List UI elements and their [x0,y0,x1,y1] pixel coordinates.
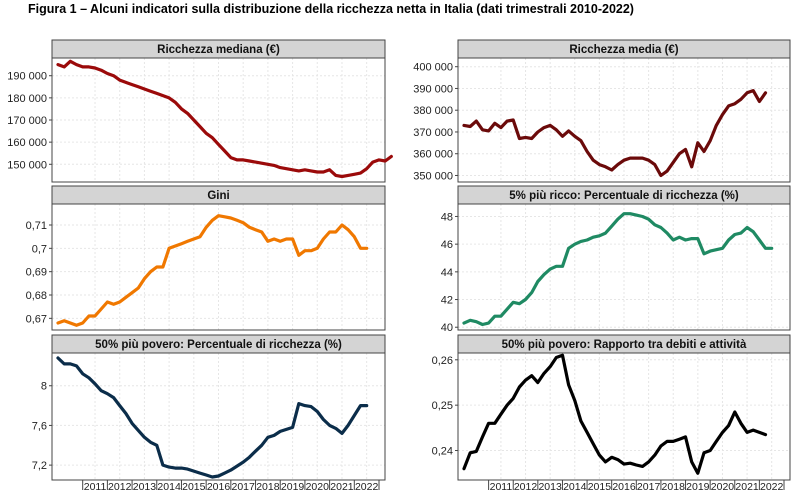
figure-title: Figura 1 – Alcuni indicatori sulla distr… [28,2,634,16]
x-tick-label: 2017 [637,481,661,493]
plot-border [51,352,386,481]
panel-gini: Gini 0,67 0,68 0,69 0,7 0,71 [26,185,386,331]
y-tick-label: 44 [441,267,453,279]
plot-area [52,204,385,330]
y-tick-label: 42 [441,295,453,307]
y-tick-label: 360 000 [413,149,453,161]
panel-5-piu-ricco-percentuale-di-ricchezza: 5% più ricco: Percentuale di ricchezza (… [441,185,791,334]
series-line [462,212,774,327]
series-line [56,214,369,327]
y-tick-label: 370 000 [413,127,453,139]
panel-50-piu-povero-percentuale-di-ricchezza: 50% più povero: Percentuale di ricchezza… [32,334,386,493]
y-tick-label: 40 [441,322,453,334]
series-line [462,353,768,475]
plot-border [457,57,791,183]
x-tick-label: 2012 [514,481,538,493]
panel-title: Ricchezza media (€) [569,44,678,56]
series-line [462,88,768,178]
panel-title: Gini [207,190,229,202]
plot-border [51,57,386,183]
plot-border [457,352,791,481]
y-tick-label: 380 000 [413,105,453,117]
panel-50-piu-povero-rapporto-tra-debiti-e-attivita: 50% più povero: Rapporto tra debiti e at… [432,334,791,493]
panel-title: 5% più ricco: Percentuale di ricchezza (… [509,190,739,202]
panel-title: 50% più povero: Rapporto tra debiti e at… [502,339,747,351]
x-tick-label: 2016 [612,481,636,493]
x-tick-label: 2020 [711,481,735,493]
y-tick-label: 48 [441,211,453,223]
y-tick-label: 160 000 [7,137,47,149]
plot-border [457,203,791,331]
y-tick-label: 350 000 [413,170,453,182]
y-tick-label: 8 [41,381,47,393]
x-tick-label: 2014 [563,481,587,493]
y-tick-label: 390 000 [413,83,453,95]
panel-title: 50% più povero: Percentuale di ricchezza… [95,339,342,351]
y-tick-label: 0,25 [432,400,453,412]
x-tick-label: 2017 [232,481,256,493]
y-tick-label: 0,7 [32,243,47,255]
x-tick-label: 2022 [760,481,784,493]
y-tick-label: 7,2 [32,460,47,472]
panel-title: Ricchezza mediana (€) [157,44,280,56]
plot-area [458,353,790,480]
plot-area [458,204,790,330]
y-tick-label: 190 000 [7,71,47,83]
y-tick-label: 0,71 [26,220,47,232]
x-tick-label: 2019 [686,481,710,493]
x-tick-label: 2011 [84,481,107,493]
y-tick-label: 180 000 [7,93,47,105]
y-tick-label: 0,67 [26,313,47,325]
x-tick-label: 2015 [588,481,612,493]
y-tick-label: 150 000 [7,159,47,171]
x-tick-label: 2013 [538,481,562,493]
x-tick-label: 2020 [306,481,330,493]
y-tick-label: 0,69 [26,267,47,279]
x-tick-label: 2012 [108,481,132,493]
y-tick-label: 0,68 [26,290,47,302]
y-tick-label: 170 000 [7,115,47,127]
x-tick-label: 2021 [330,481,354,493]
y-tick-label: 0,24 [432,446,453,458]
x-tick-label: 2016 [207,481,231,493]
x-tick-label: 2015 [182,481,206,493]
series-line [56,356,369,479]
panel-ricchezza-mediana: Ricchezza mediana (€) 150 000 160 000 170 0… [7,39,393,183]
x-tick-label: 2019 [281,481,305,493]
y-tick-label: 400 000 [413,62,453,74]
plot-border [51,203,386,331]
y-tick-label: 46 [441,239,453,251]
x-tick-label: 2014 [157,481,181,493]
x-tick-label: 2021 [735,481,759,493]
x-tick-label: 2018 [256,481,280,493]
x-tick-label: 2022 [355,481,379,493]
panel-ricchezza-media: Ricchezza media (€) 350 000 360 000 370 000… [413,39,791,183]
y-tick-label: 7,6 [32,420,47,432]
x-tick-label: 2011 [490,481,513,493]
y-tick-label: 0,26 [432,355,453,367]
x-tick-label: 2018 [662,481,686,493]
plot-area [52,353,385,480]
x-tick-label: 2013 [133,481,157,493]
series-line [56,59,393,179]
